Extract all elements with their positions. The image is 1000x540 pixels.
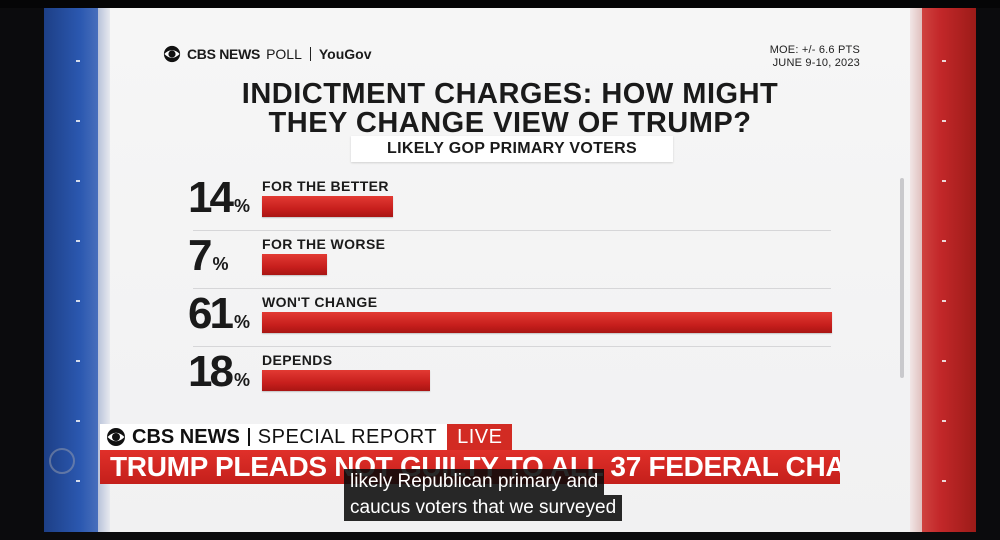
bar-value-unit: % xyxy=(233,312,250,332)
chart-title: INDICTMENT CHARGES: HOW MIGHT THEY CHANG… xyxy=(110,80,910,138)
bar-category-label: FOR THE WORSE xyxy=(262,236,386,252)
bar xyxy=(262,196,393,217)
cbs-eye-icon xyxy=(107,428,125,446)
bar-category-label: FOR THE BETTER xyxy=(262,178,389,194)
bar-value-number: 61 xyxy=(188,289,234,338)
bar xyxy=(262,370,430,391)
cbs-watermark-icon xyxy=(49,448,75,474)
row-divider xyxy=(193,230,831,231)
bar-value-unit: % xyxy=(212,254,229,274)
chyron-header: CBS NEWS SPECIAL REPORT LIVE xyxy=(100,424,513,450)
blue-side-panel xyxy=(44,8,110,532)
bar-value-label: 7% xyxy=(188,234,229,278)
row-divider xyxy=(193,346,831,347)
broadcast-frame: CBS NEWS POLL YouGov MOE: +/- 6.6 PTS JU… xyxy=(44,8,976,532)
bar xyxy=(262,312,832,333)
logo-poll-word: POLL xyxy=(266,46,302,62)
red-side-panel xyxy=(910,8,976,532)
chart-title-line-2: THEY CHANGE VIEW OF TRUMP? xyxy=(268,107,752,139)
logo-brand: CBS NEWS xyxy=(187,46,261,62)
bar-value-number: 18 xyxy=(188,347,234,396)
live-badge: LIVE xyxy=(447,424,513,450)
poll-meta: MOE: +/- 6.6 PTS JUNE 9-10, 2023 xyxy=(770,44,860,70)
bar-value-label: 61% xyxy=(188,292,250,336)
video-top-letterbox xyxy=(0,0,1000,8)
bar-value-label: 14% xyxy=(188,176,250,220)
bar-value-number: 7 xyxy=(188,231,213,280)
cbs-eye-icon xyxy=(163,45,181,63)
caption-line-1: likely Republican primary and xyxy=(344,469,605,495)
row-divider xyxy=(193,288,831,289)
chyron-brand: CBS NEWS xyxy=(132,426,240,448)
logo-partner: YouGov xyxy=(318,46,372,62)
chart-subtitle: LIKELY GOP PRIMARY VOTERS xyxy=(351,136,673,162)
bar-value-unit: % xyxy=(233,370,250,390)
margin-of-error: MOE: +/- 6.6 PTS xyxy=(769,44,860,56)
bar xyxy=(262,254,327,275)
poll-dates: JUNE 9-10, 2023 xyxy=(772,57,860,69)
bar-value-label: 18% xyxy=(188,350,250,394)
caption-line-2: caucus voters that we surveyed xyxy=(344,495,623,521)
bar-category-label: DEPENDS xyxy=(262,352,333,368)
bar-category-label: WON'T CHANGE xyxy=(262,294,378,310)
bar-value-unit: % xyxy=(233,196,250,216)
bar-value-number: 14 xyxy=(188,173,234,222)
chyron-brand-block: CBS NEWS SPECIAL REPORT xyxy=(100,424,448,450)
chyron-section: SPECIAL REPORT xyxy=(257,426,438,448)
chart-title-line-1: INDICTMENT CHARGES: HOW MIGHT xyxy=(241,78,779,110)
cbs-poll-logo: CBS NEWS POLL YouGov xyxy=(163,43,372,65)
